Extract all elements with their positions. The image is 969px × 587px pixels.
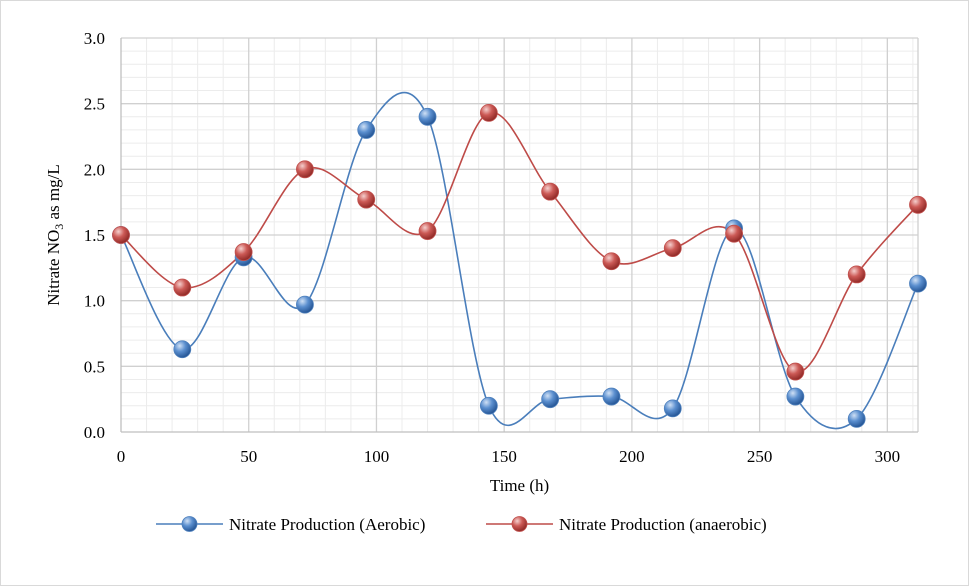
series-line-aerobic	[120, 91, 919, 430]
y-tick-label: 1.5	[84, 226, 105, 245]
x-axis-title: Time (h)	[490, 476, 549, 495]
y-tick-label: 1.0	[84, 292, 105, 311]
y-axis-title: Nitrate NO3 as mg/L	[44, 164, 66, 306]
data-point-anaerobic	[541, 182, 560, 201]
y-tick-label: 3.0	[84, 29, 105, 48]
data-point-aerobic	[786, 387, 805, 406]
y-axis-title-subscript: 3	[52, 224, 66, 230]
tick-labels: 0.0 0.5 1.0 1.5 2.0 2.5 3.0 0 50 100 150 200 250 300	[84, 29, 900, 466]
data-point-anaerobic	[357, 190, 376, 209]
data-point-anaerobic	[725, 224, 743, 243]
data-point-aerobic	[541, 390, 560, 409]
data-point-anaerobic	[847, 265, 866, 284]
legend-label-anaerobic: Nitrate Production (anaerobic)	[559, 515, 767, 534]
x-tick-label: 300	[875, 447, 901, 466]
data-point-aerobic	[602, 387, 621, 406]
legend-marker-anaerobic	[511, 516, 528, 532]
x-tick-label: 0	[117, 447, 126, 466]
legend: Nitrate Production (Aerobic) Nitrate Prod…	[156, 515, 767, 534]
data-point-anaerobic	[663, 239, 682, 258]
data-point-aerobic	[663, 399, 682, 418]
series-points	[112, 103, 927, 428]
y-axis-title-prefix: Nitrate NO	[44, 230, 63, 306]
data-point-aerobic	[296, 295, 314, 314]
data-point-anaerobic	[296, 160, 314, 179]
x-tick-label: 200	[619, 447, 645, 466]
major-gridlines	[121, 37, 919, 432]
data-point-anaerobic	[112, 226, 130, 244]
data-point-anaerobic	[909, 195, 927, 214]
x-tick-label: 250	[747, 447, 773, 466]
y-tick-label: 0.5	[84, 357, 105, 376]
y-tick-label: 2.0	[84, 160, 105, 179]
data-point-anaerobic	[418, 222, 437, 240]
data-point-anaerobic	[479, 103, 498, 122]
legend-marker-aerobic	[181, 516, 198, 532]
data-point-aerobic	[418, 107, 437, 126]
x-tick-label: 50	[240, 447, 257, 466]
x-tick-label: 100	[364, 447, 390, 466]
y-axis-title-suffix: as mg/L	[44, 164, 63, 224]
data-point-aerobic	[847, 409, 866, 428]
y-tick-label: 2.5	[84, 95, 105, 114]
data-point-anaerobic	[602, 252, 621, 271]
data-point-anaerobic	[234, 243, 253, 261]
series-line-anaerobic	[120, 111, 919, 373]
data-point-aerobic	[357, 121, 376, 139]
y-tick-label: 0.0	[84, 423, 105, 442]
data-point-anaerobic	[173, 278, 192, 297]
data-point-aerobic	[173, 340, 192, 359]
data-point-anaerobic	[786, 362, 805, 381]
x-tick-label: 150	[491, 447, 517, 466]
data-point-aerobic	[479, 396, 498, 415]
legend-label-aerobic: Nitrate Production (Aerobic)	[229, 515, 425, 534]
data-point-aerobic	[909, 274, 927, 293]
